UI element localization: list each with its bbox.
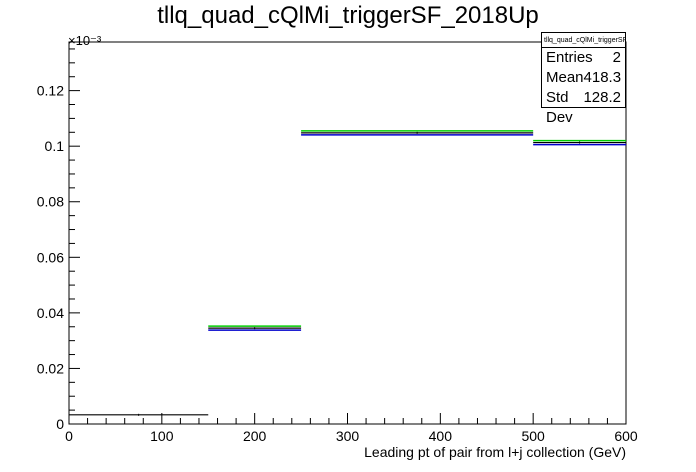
y-tick-label: 0.04 bbox=[37, 305, 64, 321]
x-axis-title: Leading pt of pair from l+j collection (… bbox=[364, 444, 626, 460]
stats-value-stddev: 128.2 bbox=[583, 89, 621, 106]
x-tick-label: 400 bbox=[429, 428, 453, 444]
stats-label-entries: Entries bbox=[546, 49, 593, 66]
x-tick-label: 200 bbox=[243, 428, 267, 444]
stats-row-entries: Entries 2 bbox=[542, 48, 625, 68]
stats-box-title: tllq_quad_cQlMi_triggerSF_2018Up bbox=[542, 33, 625, 48]
x-tick-label: 0 bbox=[65, 428, 73, 444]
stats-row-mean: Mean 418.3 bbox=[542, 68, 625, 88]
stats-value-entries: 2 bbox=[612, 49, 621, 66]
y-exponent-label: ×10⁻³ bbox=[68, 33, 102, 48]
x-tick-label: 100 bbox=[150, 428, 174, 444]
y-tick-label: 0.06 bbox=[37, 249, 64, 265]
x-tick-label: 500 bbox=[521, 428, 545, 444]
stats-row-stddev: Std Dev 128.2 bbox=[542, 88, 625, 126]
chart-title: tllq_quad_cQlMi_triggerSF_2018Up bbox=[157, 2, 539, 29]
stats-label-stddev: Std Dev bbox=[546, 89, 573, 126]
y-tick-label: 0.12 bbox=[37, 83, 64, 99]
stats-label-mean: Mean bbox=[546, 69, 584, 86]
y-tick-label: 0.02 bbox=[37, 360, 64, 376]
y-tick-label: 0 bbox=[56, 416, 64, 432]
stats-box: tllq_quad_cQlMi_triggerSF_2018Up Entries… bbox=[541, 32, 626, 126]
stats-value-mean: 418.3 bbox=[583, 69, 622, 86]
y-tick-label: 0.1 bbox=[45, 138, 65, 154]
x-tick-label: 600 bbox=[614, 428, 638, 444]
y-tick-label: 0.08 bbox=[37, 194, 64, 210]
x-tick-label: 300 bbox=[336, 428, 360, 444]
